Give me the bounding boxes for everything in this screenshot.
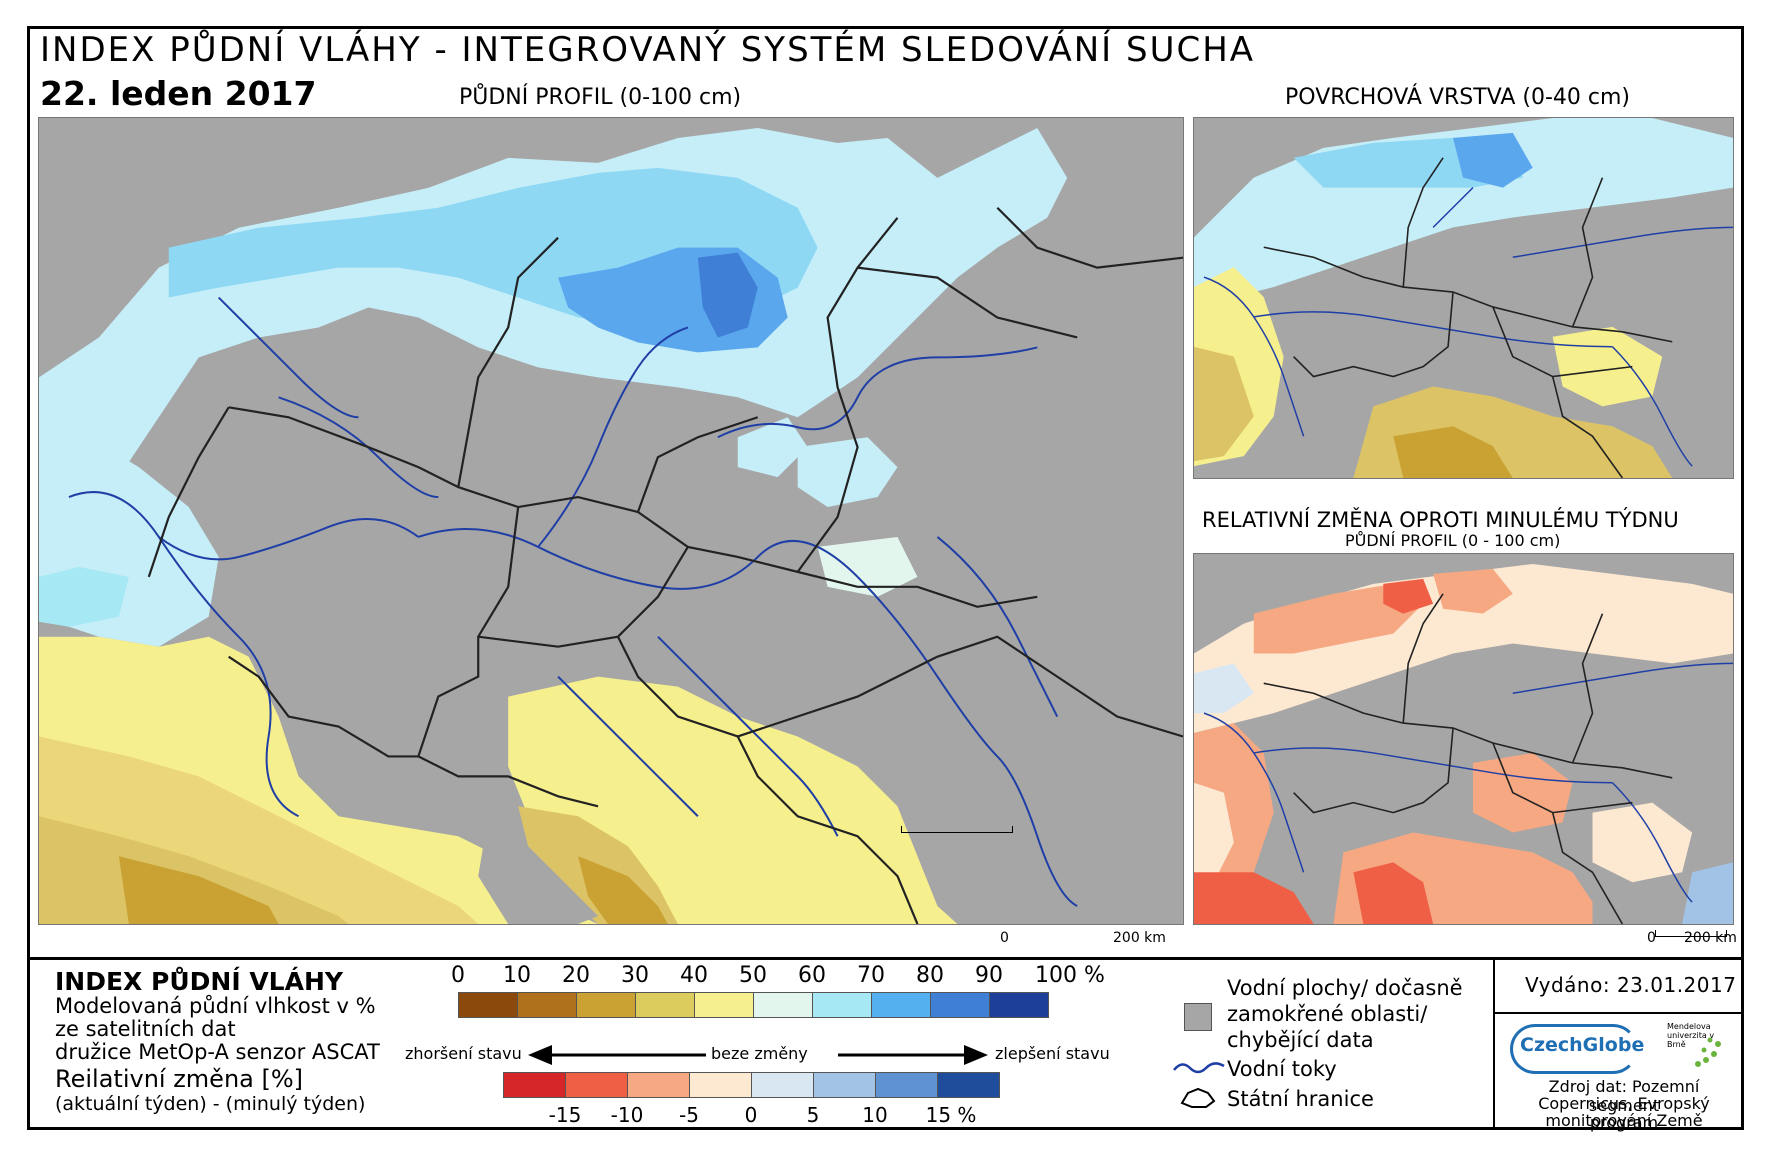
main-scale-label: 200 km — [1113, 930, 1166, 946]
index-tick-label: 50 — [739, 963, 767, 988]
borders-label: Státní hranice — [1227, 1087, 1374, 1111]
legend-index-desc-2: ze satelitních dat — [55, 1017, 236, 1041]
water-label-1: Vodní plochy/ dočasně — [1227, 976, 1463, 1000]
index-tick-label: 10 — [503, 963, 531, 988]
change-map-graphic — [1194, 554, 1733, 924]
legend-change-desc: (aktuální týden) - (minulý týden) — [55, 1093, 366, 1115]
index-swatch-0 — [458, 992, 518, 1018]
index-tick-label: 90 — [975, 963, 1003, 988]
index-swatch-4 — [694, 992, 754, 1018]
source-line-2: Copernicus, Evropský program — [1538, 1094, 1710, 1132]
main-scale-zero: 0 — [1000, 930, 1009, 946]
page-title: INDEX PŮDNÍ VLÁHY - INTEGROVANÝ SYSTÉM S… — [40, 30, 1256, 70]
index-swatch-6 — [812, 992, 872, 1018]
change-tick-label: -5 — [679, 1103, 699, 1127]
change-scale-bar — [1655, 930, 1727, 937]
change-swatch-4 — [751, 1072, 814, 1098]
change-tick-label: 15 % — [925, 1103, 977, 1127]
change-map-caption: RELATIVNÍ ZMĚNA OPROTI MINULÉMU TÝDNU — [1202, 508, 1679, 532]
rivers-label: Vodní toky — [1227, 1057, 1337, 1081]
change-swatch-0 — [503, 1072, 566, 1098]
change-swatch-2 — [627, 1072, 690, 1098]
legend-change-title: Reilativní změna [%] — [55, 1065, 304, 1093]
change-tick-label: 10 — [862, 1103, 888, 1127]
change-tick-label: 5 — [806, 1103, 820, 1127]
border-outline-icon — [1180, 1087, 1216, 1108]
main-map-graphic — [39, 118, 1183, 924]
change-scale-label: 200 km — [1684, 930, 1737, 946]
index-tick-label: 80 — [916, 963, 944, 988]
mendel-logo-text: Mendelova univerzita v Brně — [1667, 1022, 1715, 1049]
index-swatch-1 — [517, 992, 577, 1018]
czechglobe-logo — [1510, 1024, 1638, 1074]
main-map-caption: PŮDNÍ PROFIL (0-100 cm) — [459, 85, 742, 110]
index-swatch-5 — [753, 992, 813, 1018]
better-arrow — [838, 1045, 988, 1065]
index-tick-label: 30 — [621, 963, 649, 988]
no-change-label: beze změny — [711, 1044, 808, 1063]
mendel-logo-icon — [1695, 1037, 1721, 1067]
outer-frame — [27, 26, 1744, 1130]
worse-label: zhoršení stavu — [405, 1044, 522, 1063]
change-tick-label: 0 — [744, 1103, 758, 1127]
source-line-1: Zdroj dat: Pozemní segment — [1548, 1077, 1700, 1115]
water-label-3: chybějící data — [1227, 1028, 1374, 1052]
river-line-icon — [1173, 1062, 1225, 1074]
index-swatch-7 — [871, 992, 931, 1018]
czechglobe-logo-text: CzechGlobe — [1520, 1034, 1645, 1056]
change-tick-label: -15 — [548, 1103, 582, 1127]
issued-separator — [1493, 1012, 1744, 1014]
legend-index-desc-3: družice MetOp-A senzor ASCAT — [55, 1040, 380, 1064]
change-swatch-3 — [689, 1072, 752, 1098]
change-tick-label: -10 — [610, 1103, 644, 1127]
change-swatch-1 — [565, 1072, 628, 1098]
water-label-2: zamokřené oblasti/ — [1227, 1002, 1428, 1026]
index-swatch-2 — [576, 992, 636, 1018]
better-label: zlepšení stavu — [995, 1044, 1110, 1063]
worse-arrow — [528, 1045, 706, 1065]
index-swatch-8 — [930, 992, 990, 1018]
surface-map[interactable] — [1193, 117, 1734, 479]
source-line-3: monitorování Země — [1545, 1111, 1703, 1130]
legend-index-title: INDEX PŮDNÍ VLÁHY — [55, 967, 343, 996]
main-map[interactable] — [38, 117, 1184, 925]
index-tick-label: 70 — [857, 963, 885, 988]
index-tick-label: 100 % — [1035, 963, 1105, 988]
index-tick-label: 20 — [562, 963, 590, 988]
legend-index-desc-1: Modelovaná půdní vlhkost v % — [55, 994, 376, 1018]
index-tick-label: 0 — [451, 963, 465, 988]
index-tick-label: 60 — [798, 963, 826, 988]
index-tick-label: 40 — [680, 963, 708, 988]
index-swatch-9 — [989, 992, 1049, 1018]
issued-date: Vydáno: 23.01.2017 — [1525, 973, 1737, 997]
change-map-subcaption: PŮDNÍ PROFIL (0 - 100 cm) — [1345, 531, 1561, 550]
change-map[interactable] — [1193, 553, 1734, 925]
info-separator — [1493, 958, 1495, 1130]
index-swatch-3 — [635, 992, 695, 1018]
map-date: 22. leden 2017 — [40, 74, 317, 113]
legend-separator — [27, 957, 1744, 960]
surface-map-caption: POVRCHOVÁ VRSTVA (0-40 cm) — [1285, 85, 1630, 110]
gray-area-swatch — [1184, 1003, 1212, 1031]
change-swatch-6 — [875, 1072, 938, 1098]
change-swatch-7 — [937, 1072, 1000, 1098]
surface-map-graphic — [1194, 118, 1733, 478]
change-swatch-5 — [813, 1072, 876, 1098]
change-scale-zero: 0 — [1647, 930, 1656, 946]
